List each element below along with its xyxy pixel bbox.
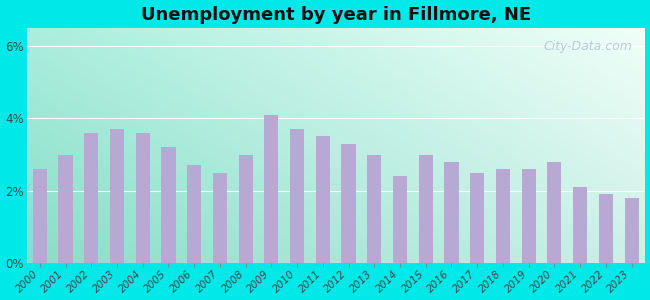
- Bar: [445, 162, 458, 263]
- Text: City-Data.com: City-Data.com: [543, 40, 632, 52]
- Bar: [496, 169, 510, 263]
- Bar: [239, 154, 253, 263]
- Bar: [625, 198, 639, 263]
- Bar: [290, 129, 304, 263]
- Bar: [341, 144, 356, 263]
- Bar: [393, 176, 407, 263]
- Bar: [521, 169, 536, 263]
- Bar: [110, 129, 124, 263]
- Bar: [265, 115, 278, 263]
- Bar: [419, 154, 433, 263]
- Bar: [547, 162, 562, 263]
- Bar: [367, 154, 382, 263]
- Bar: [161, 147, 176, 263]
- Bar: [573, 187, 587, 263]
- Bar: [187, 165, 202, 263]
- Bar: [58, 154, 73, 263]
- Bar: [470, 172, 484, 263]
- Bar: [316, 136, 330, 263]
- Bar: [599, 194, 613, 263]
- Bar: [84, 133, 98, 263]
- Title: Unemployment by year in Fillmore, NE: Unemployment by year in Fillmore, NE: [140, 6, 531, 24]
- Bar: [32, 169, 47, 263]
- Bar: [136, 133, 150, 263]
- Bar: [213, 172, 227, 263]
